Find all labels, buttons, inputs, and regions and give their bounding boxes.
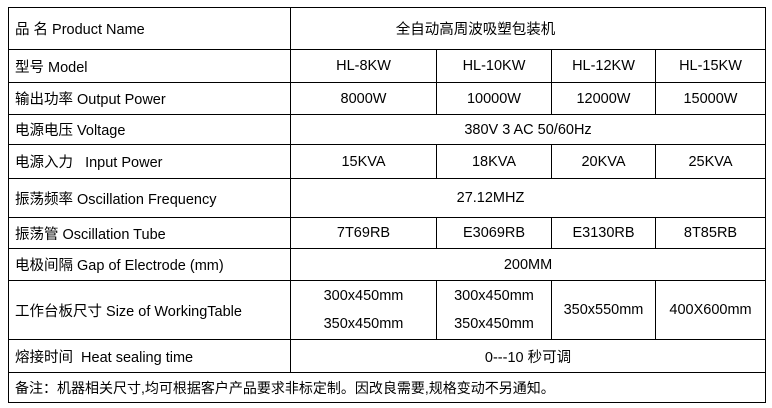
row-working-table: 工作台板尺寸 Size of WorkingTable 300x450mm 35… — [8, 280, 766, 340]
value-working-table: 300x450mm 350x450mm — [436, 280, 552, 340]
row-oscillation-frequency: 振荡频率 Oscillation Frequency 27.12MHZ — [8, 178, 766, 218]
value-model: HL-8KW — [290, 49, 437, 83]
row-note: 备注：机器相关尺寸,均可根据客户产品要求非标定制。因改良需要,规格变动不另通知。 — [8, 372, 766, 403]
value-working-table: 400X600mm — [655, 280, 766, 340]
value-oscillation-tube: E3069RB — [436, 217, 552, 249]
value-working-table: 300x450mm 350x450mm — [290, 280, 437, 340]
value-oscillation-tube: 8T85RB — [655, 217, 766, 249]
value-input-power: 18KVA — [436, 144, 552, 179]
label-product-name: 品 名 Product Name — [8, 7, 291, 50]
row-oscillation-tube: 振荡管 Oscillation Tube 7T69RB E3069RB E313… — [8, 217, 766, 249]
label-input-power: 电源入力 Input Power — [8, 144, 291, 179]
row-output-power: 输出功率 Output Power 8000W 10000W 12000W 15… — [8, 82, 766, 115]
label-output-power: 输出功率 Output Power — [8, 82, 291, 115]
spec-table: 品 名 Product Name 全自动高周波吸塑包装机 型号 Model HL… — [8, 7, 766, 403]
label-voltage: 电源电压 Voltage — [8, 114, 291, 145]
label-working-table: 工作台板尺寸 Size of WorkingTable — [8, 280, 291, 340]
value-oscillation-frequency: 27.12MHZ — [290, 178, 766, 218]
value-oscillation-tube: 7T69RB — [290, 217, 437, 249]
row-product-name: 品 名 Product Name 全自动高周波吸塑包装机 — [8, 7, 766, 50]
value-input-power: 20KVA — [551, 144, 656, 179]
row-input-power: 电源入力 Input Power 15KVA 18KVA 20KVA 25KVA — [8, 144, 766, 179]
row-model: 型号 Model HL-8KW HL-10KW HL-12KW HL-15KW — [8, 49, 766, 83]
value-electrode-gap: 200MM — [290, 248, 766, 281]
label-model: 型号 Model — [8, 49, 291, 83]
label-electrode-gap: 电极间隔 Gap of Electrode (mm) — [8, 248, 291, 281]
value-model: HL-15KW — [655, 49, 766, 83]
value-model: HL-12KW — [551, 49, 656, 83]
value-input-power: 15KVA — [290, 144, 437, 179]
value-model: HL-10KW — [436, 49, 552, 83]
value-working-table: 350x550mm — [551, 280, 656, 340]
row-voltage: 电源电压 Voltage 380V 3 AC 50/60Hz — [8, 114, 766, 145]
size-option: 300x450mm — [454, 288, 534, 304]
value-input-power: 25KVA — [655, 144, 766, 179]
size-option: 350x450mm — [323, 316, 404, 332]
value-output-power: 8000W — [290, 82, 437, 115]
note-text: 备注：机器相关尺寸,均可根据客户产品要求非标定制。因改良需要,规格变动不另通知。 — [8, 372, 766, 403]
value-heat-sealing-time: 0---10 秒可调 — [290, 339, 766, 373]
label-oscillation-tube: 振荡管 Oscillation Tube — [8, 217, 291, 249]
row-electrode-gap: 电极间隔 Gap of Electrode (mm) 200MM — [8, 248, 766, 281]
row-heat-sealing-time: 熔接时间 Heat sealing time 0---10 秒可调 — [8, 339, 766, 373]
size-option: 300x450mm — [323, 288, 404, 304]
label-oscillation-frequency: 振荡频率 Oscillation Frequency — [8, 178, 291, 218]
value-voltage: 380V 3 AC 50/60Hz — [290, 114, 766, 145]
value-output-power: 12000W — [551, 82, 656, 115]
value-oscillation-tube: E3130RB — [551, 217, 656, 249]
label-heat-sealing-time: 熔接时间 Heat sealing time — [8, 339, 291, 373]
value-output-power: 15000W — [655, 82, 766, 115]
value-output-power: 10000W — [436, 82, 552, 115]
size-option: 350x450mm — [454, 316, 534, 332]
value-product-name: 全自动高周波吸塑包装机 — [290, 7, 766, 50]
